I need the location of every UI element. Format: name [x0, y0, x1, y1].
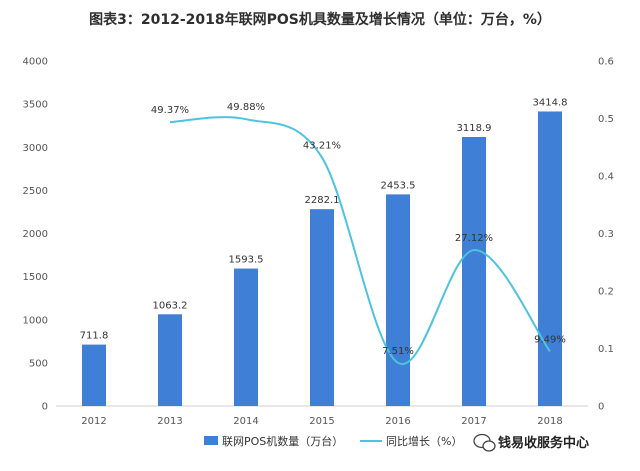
y-right-tick-label: 0.6 [598, 57, 614, 68]
bar [82, 344, 106, 406]
bar [310, 209, 334, 406]
chart-title: 图表3：2012-2018年联网POS机具数量及增长情况（单位：万台，%） [89, 11, 551, 28]
bar-data-label: 2453.5 [381, 180, 416, 191]
wechat-icon [473, 433, 496, 452]
line-data-label: 43.21% [303, 141, 341, 152]
growth-line [169, 116, 551, 366]
line-data-label: 9.49% [534, 334, 566, 345]
y-left-tick-label: 500 [29, 358, 48, 369]
bar-data-label: 3118.9 [457, 123, 492, 134]
y-right-tick-label: 0.5 [598, 114, 614, 125]
y-right-tick-label: 0.4 [598, 172, 614, 183]
bar-series [82, 111, 562, 406]
x-tick-label: 2013 [157, 416, 182, 427]
bar-data-label: 3414.8 [533, 97, 568, 108]
line-data-label: 7.51% [382, 346, 414, 357]
line-data-label: 49.88% [227, 102, 265, 113]
x-tick-label: 2018 [537, 416, 562, 427]
legend: 联网POS机数量（万台） 同比增长（%） [204, 434, 462, 448]
legend-line-label: 同比增长（%） [386, 434, 462, 448]
bar-data-label: 2282.1 [305, 195, 340, 206]
legend-bar-label: 联网POS机数量（万台） [222, 434, 343, 448]
y-left-tick-label: 3000 [23, 143, 48, 154]
line-series [169, 116, 551, 366]
y-left-tick-label: 0 [42, 402, 48, 413]
bar [234, 268, 258, 406]
x-tick-label: 2015 [309, 416, 334, 427]
y-left-tick-label: 3500 [23, 100, 48, 111]
axes: 0 500 1000 1500 2000 2500 3000 3500 4000 0 0.1 0.2 0… [23, 57, 614, 428]
y-left-tick-label: 2000 [23, 229, 48, 240]
x-tick-label: 2012 [81, 416, 106, 427]
bar-data-label: 711.8 [80, 331, 109, 342]
line-data-label: 27.12% [455, 233, 493, 244]
y-left-tick-label: 1500 [23, 272, 48, 283]
x-tick-label: 2017 [461, 416, 486, 427]
watermark: 钱易收服务中心 [473, 433, 589, 452]
y-right-tick-label: 0.3 [598, 229, 614, 240]
line-data-label: 49.37% [151, 105, 189, 116]
y-left-tick-label: 2500 [23, 186, 48, 197]
data-labels: 711.8 1063.2 1593.5 2282.1 2453.5 3118.9 3414.… [80, 97, 568, 356]
bar [158, 314, 182, 406]
bar-data-label: 1063.2 [153, 300, 188, 311]
x-tick-label: 2016 [385, 416, 410, 427]
y-left-tick-label: 4000 [23, 57, 48, 68]
y-right-tick-label: 0.1 [598, 344, 614, 355]
bar [462, 136, 486, 406]
y-left-tick-label: 1000 [23, 315, 48, 326]
y-right-tick-label: 0.2 [598, 287, 614, 298]
legend-bar-swatch [204, 436, 218, 445]
bar [538, 111, 562, 406]
y-right-tick-label: 0 [598, 402, 604, 413]
bar-data-label: 1593.5 [229, 255, 264, 266]
x-tick-label: 2014 [233, 416, 258, 427]
watermark-text: 钱易收服务中心 [498, 435, 589, 451]
bar [386, 194, 410, 406]
